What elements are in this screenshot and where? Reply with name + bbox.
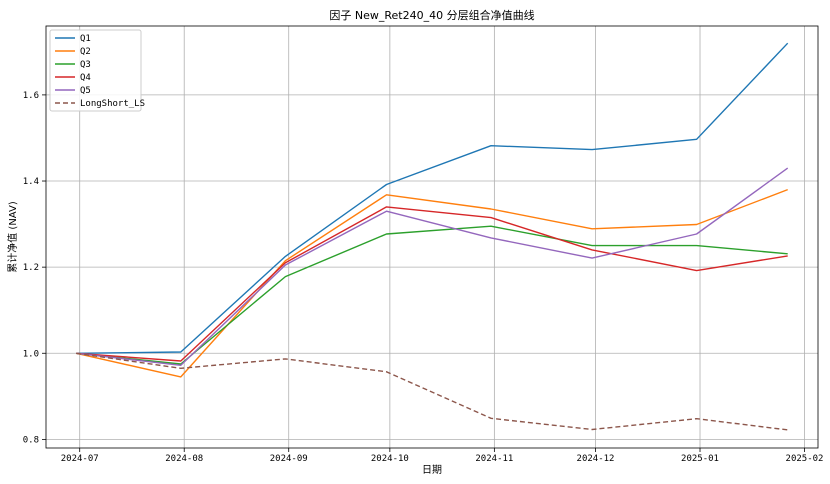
- x-tick-label: 2024-07: [61, 454, 99, 464]
- legend-box: [49, 29, 142, 112]
- legend-items: Q1 Q2 Q3 Q4 Q5 LongShort_LS: [55, 34, 145, 109]
- y-tick-label: 1.6: [23, 91, 39, 101]
- x-tick-label: 2025-02: [786, 454, 824, 464]
- x-tick-layer: 2024-07 2024-08 2024-09 2024-10 2024-11 2024-…: [61, 448, 824, 464]
- x-tick-label: 2024-10: [371, 454, 409, 464]
- x-tick-label: 2024-11: [475, 454, 513, 464]
- plot-frame: [45, 25, 819, 449]
- legend: Q1 Q2 Q3 Q4 Q5 LongShort_LS: [49, 29, 145, 112]
- series-line-longshort-ls: [76, 352, 788, 431]
- legend-label: Q4: [80, 73, 91, 83]
- x-axis-label: 日期: [422, 464, 442, 476]
- y-axis-label: 累计净值 (NAV): [6, 201, 19, 273]
- y-tick-layer: 0.8 1.0 1.2 1.4 1.6: [23, 91, 46, 445]
- y-tick-label: 1.0: [23, 349, 39, 359]
- legend-label: Q3: [80, 60, 91, 70]
- legend-label: Q1: [80, 34, 91, 44]
- series-line-q3: [76, 225, 788, 365]
- x-tick-label: 2025-01: [681, 454, 719, 464]
- x-tick-label: 2024-08: [165, 454, 203, 464]
- series-line-q1: [76, 42, 789, 354]
- legend-label: LongShort_LS: [80, 99, 145, 109]
- legend-label: Q5: [80, 86, 91, 96]
- series-line-q2: [76, 188, 788, 378]
- series-line-q4: [76, 206, 788, 362]
- chart-title: 因子 New_Ret240_40 分层组合净值曲线: [329, 8, 534, 22]
- x-tick-label: 2024-09: [270, 454, 308, 464]
- y-tick-label: 0.8: [23, 435, 39, 445]
- grid-layer: [46, 26, 818, 448]
- series-line-q5: [76, 167, 789, 366]
- y-tick-label: 1.2: [23, 263, 39, 273]
- x-tick-label: 2024-12: [577, 454, 615, 464]
- series-layer: [76, 42, 789, 431]
- y-tick-label: 1.4: [23, 177, 39, 187]
- legend-label: Q2: [80, 47, 91, 57]
